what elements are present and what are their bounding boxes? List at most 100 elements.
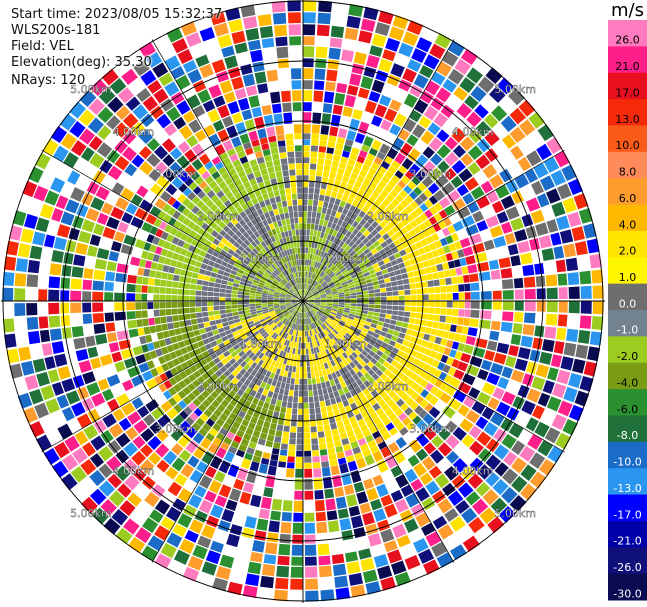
velocity-gate — [438, 220, 447, 230]
velocity-gate — [70, 302, 82, 314]
azimuth-line — [151, 300, 304, 563]
velocity-gate — [114, 292, 126, 301]
velocity-gate — [105, 322, 116, 333]
velocity-gate — [445, 434, 460, 449]
velocity-gate — [249, 298, 256, 301]
velocity-gate — [307, 278, 311, 284]
velocity-gate — [238, 537, 253, 551]
velocity-gate — [249, 178, 257, 186]
velocity-gate — [185, 32, 202, 48]
velocity-gate — [338, 187, 346, 195]
velocity-gate — [240, 242, 248, 249]
velocity-gate — [230, 440, 240, 449]
velocity-gate — [268, 428, 276, 436]
velocity-gate — [289, 281, 294, 287]
velocity-gate — [312, 462, 321, 469]
velocity-gate — [335, 445, 344, 454]
velocity-gate — [315, 284, 321, 289]
velocity-gate — [365, 318, 373, 323]
velocity-gate — [343, 271, 350, 277]
velocity-gate — [291, 544, 303, 556]
velocity-gate — [428, 287, 435, 294]
velocity-gate — [214, 199, 223, 208]
velocity-gate — [154, 525, 170, 541]
velocity-gate — [546, 188, 561, 204]
velocity-gate — [447, 397, 462, 411]
velocity-gate — [211, 156, 221, 166]
velocity-gate — [32, 358, 47, 373]
velocity-gate — [390, 63, 405, 78]
velocity-gate — [200, 138, 213, 152]
velocity-gate — [253, 484, 264, 496]
field-label: Field: VEL — [11, 39, 74, 54]
velocity-gate — [261, 226, 268, 234]
velocity-gate — [269, 322, 276, 328]
velocity-gate — [414, 276, 422, 283]
velocity-gate — [278, 252, 284, 259]
colorbar-tick-label: 6.0 — [619, 192, 637, 205]
velocity-gate — [192, 544, 208, 560]
velocity-gate — [587, 346, 601, 362]
velocity-gate — [315, 321, 320, 327]
velocity-gate — [489, 174, 504, 189]
velocity-gate — [380, 305, 387, 310]
velocity-gate — [360, 375, 368, 383]
velocity-gate — [250, 49, 263, 63]
velocity-gate — [197, 190, 206, 200]
velocity-gate — [415, 338, 423, 346]
velocity-gate — [184, 164, 197, 177]
velocity-gate — [368, 147, 378, 157]
velocity-gate — [374, 232, 382, 241]
velocity-gate — [388, 242, 396, 250]
velocity-gate — [210, 540, 224, 553]
velocity-gate — [359, 226, 367, 234]
velocity-gate — [343, 189, 351, 197]
velocity-gate — [434, 399, 447, 412]
range-ring-label: 1.00km — [325, 253, 367, 266]
velocity-gate — [344, 303, 351, 306]
velocity-gate — [183, 289, 190, 296]
velocity-gate — [375, 256, 383, 263]
velocity-gate — [273, 296, 280, 299]
velocity-gate — [382, 49, 396, 62]
velocity-gate — [305, 318, 308, 325]
velocity-gate — [335, 396, 342, 404]
velocity-gate — [329, 313, 336, 317]
velocity-gate — [219, 554, 235, 569]
velocity-gate — [397, 380, 406, 389]
velocity-gate — [330, 166, 338, 174]
velocity-gate — [537, 124, 554, 142]
velocity-gate — [412, 415, 422, 425]
colorbar-segment — [608, 125, 647, 153]
velocity-gate — [237, 52, 251, 66]
velocity-gate — [264, 232, 270, 239]
velocity-gate — [370, 248, 378, 255]
velocity-gate — [139, 41, 157, 58]
velocity-gate — [209, 203, 218, 212]
velocity-gate — [454, 351, 463, 360]
velocity-gate — [472, 210, 484, 223]
velocity-gate — [242, 16, 258, 30]
velocity-gate — [352, 228, 359, 236]
velocity-gate — [328, 215, 335, 223]
velocity-gate — [274, 386, 280, 394]
velocity-gate — [210, 255, 218, 262]
velocity-gate — [397, 316, 404, 322]
velocity-gate — [29, 344, 43, 359]
velocity-gate — [364, 100, 377, 114]
velocity-gate — [202, 231, 211, 239]
velocity-gate — [331, 403, 339, 411]
velocity-gate — [326, 304, 333, 307]
velocity-gate — [514, 229, 528, 242]
velocity-gate — [300, 306, 303, 313]
velocity-gate — [468, 273, 479, 283]
velocity-gate — [136, 276, 143, 285]
velocity-gate — [259, 394, 267, 402]
velocity-gate — [307, 318, 311, 324]
velocity-gate — [315, 268, 319, 275]
velocity-gate — [288, 289, 294, 294]
velocity-gate — [557, 273, 568, 286]
velocity-gate — [303, 187, 309, 194]
velocity-gate — [466, 111, 482, 128]
velocity-gate — [386, 301, 393, 305]
